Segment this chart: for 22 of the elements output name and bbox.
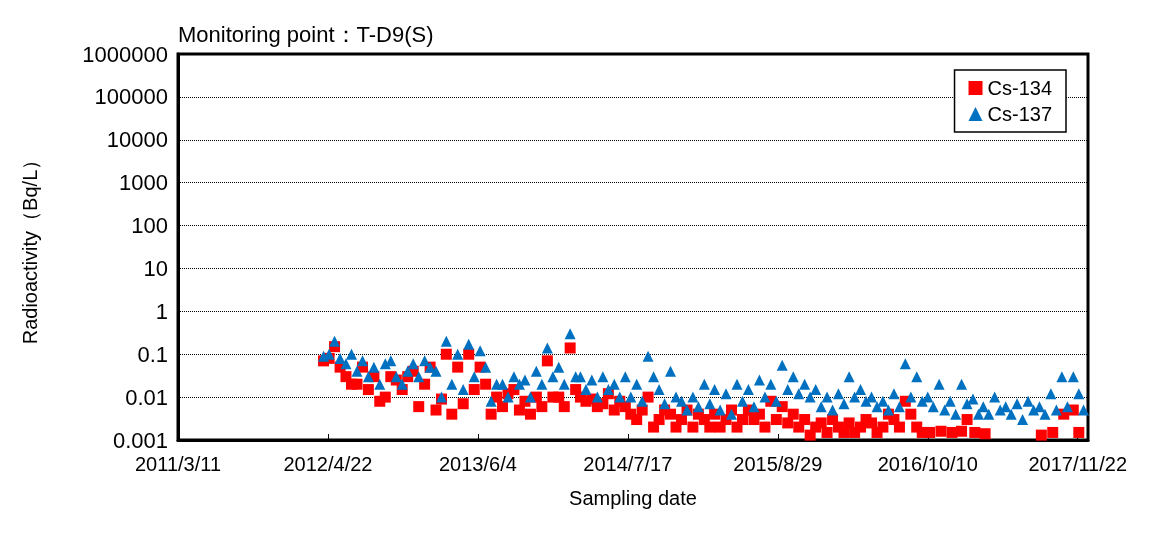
x-axis-title: Sampling date xyxy=(569,487,697,509)
y-tick-label: 0.01 xyxy=(125,384,168,410)
x-tick-label: 2012/4/22 xyxy=(283,453,373,475)
y-tick-label: 0.001 xyxy=(112,427,168,453)
legend-label: Cs-134 xyxy=(987,77,1053,99)
x-tick-label: 2011/3/11 xyxy=(134,453,222,475)
x-tick-label: 2013/6/4 xyxy=(438,453,517,475)
y-tick-label: 1000 xyxy=(119,170,168,196)
y-tick-label: 1 xyxy=(155,298,168,324)
y-tick-label: 100000 xyxy=(94,84,168,110)
y-tick-label: 0.1 xyxy=(137,341,168,367)
y-tick-label: 100 xyxy=(131,213,168,239)
chart-title: Monitoring point：T-D9(S) xyxy=(178,21,434,47)
legend-label: Cs-137 xyxy=(987,103,1053,125)
y-tick-label: 10000 xyxy=(106,127,168,153)
y-tick-label: 1000000 xyxy=(82,41,168,67)
x-tick-label: 2015/8/29 xyxy=(733,453,823,475)
y-axis-title: Radioactivity（Bq/L） xyxy=(19,149,41,345)
x-tick-label: 2017/11/22 xyxy=(1028,453,1128,475)
x-tick-label: 2016/10/10 xyxy=(877,453,978,475)
y-tick-label: 10 xyxy=(143,255,168,281)
x-tick-label: 2014/7/17 xyxy=(583,453,673,475)
